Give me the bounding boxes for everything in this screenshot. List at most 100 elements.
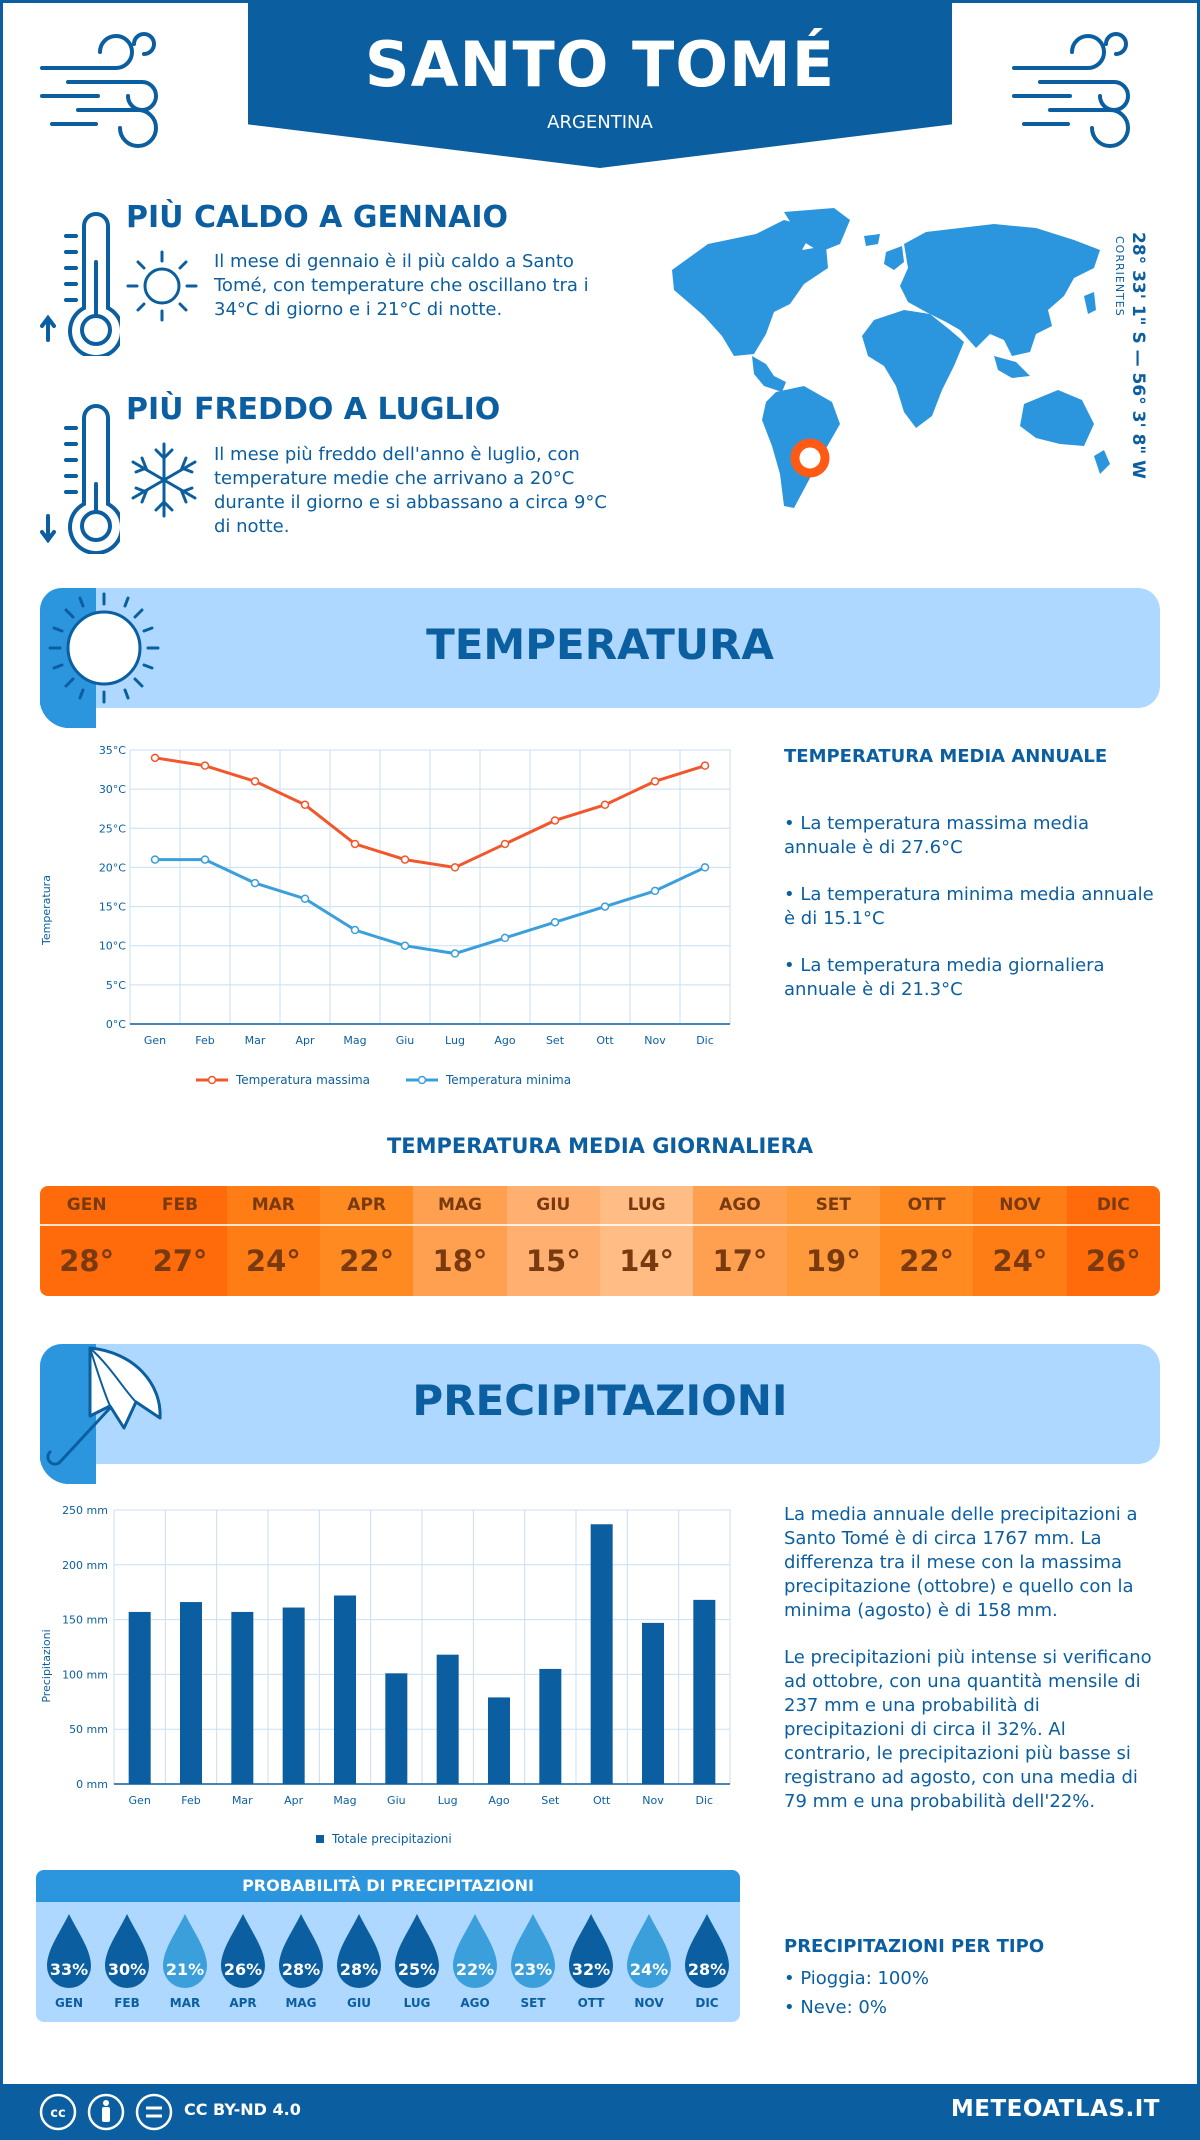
- license-label[interactable]: CC BY-ND 4.0: [184, 2100, 301, 2119]
- daily-temp-value: 27°: [152, 1244, 208, 1278]
- daily-temp-cell: SET 19°: [786, 1186, 880, 1296]
- temperature-annual-title: TEMPERATURA MEDIA ANNUALE: [784, 746, 1108, 767]
- daily-temp-month: APR: [347, 1195, 386, 1215]
- precip-bar: [128, 1611, 151, 1784]
- probability-cell: 21% MAR: [156, 1912, 214, 2018]
- probability-cell: 25% LUG: [388, 1912, 446, 2018]
- daily-temp-cell: APR 22°: [319, 1186, 414, 1296]
- precip-bar: [590, 1524, 613, 1784]
- daily-temp-month: DIC: [1096, 1195, 1130, 1215]
- attribution-icon: [102, 2100, 110, 2122]
- raindrop-icon: [453, 1914, 497, 1988]
- temp-y-tick: 30°C: [99, 783, 126, 796]
- max-temp-point: [650, 777, 660, 786]
- probability-cell: 28% DIC: [678, 1912, 736, 2018]
- probability-month: GIU: [346, 1996, 372, 2010]
- max-temp-point: [400, 855, 410, 864]
- probability-cell: 30% FEB: [98, 1912, 156, 2018]
- precip-x-tick: Mar: [232, 1794, 253, 1807]
- precip-bar: [693, 1599, 716, 1784]
- daily-temp-value: 15°: [525, 1244, 581, 1278]
- max-temp-point: [700, 761, 710, 770]
- precip-type-title: PRECIPITAZIONI PER TIPO: [784, 1936, 1045, 1957]
- daily-temp-month: GEN: [66, 1195, 107, 1215]
- max-temp-point: [250, 777, 260, 786]
- cc-icon: cc: [50, 2106, 65, 2121]
- precip-x-tick: Mag: [333, 1794, 356, 1807]
- footer-bar: [0, 2084, 1200, 2140]
- daily-temp-month: NOV: [999, 1195, 1041, 1215]
- min-temp-point: [200, 855, 210, 864]
- probability-value: 21%: [165, 1960, 205, 1979]
- max-temp-point: [450, 863, 460, 872]
- temp-y-tick: 25°C: [99, 822, 126, 835]
- daily-temp-month: FEB: [161, 1195, 199, 1215]
- precip-bar: [642, 1622, 664, 1784]
- temp-x-tick: Apr: [295, 1034, 315, 1047]
- precip-x-tick: Lug: [438, 1794, 458, 1807]
- precip-x-tick: Ago: [488, 1794, 510, 1807]
- probability-value: 30%: [107, 1960, 147, 1979]
- raindrop-icon: [395, 1914, 439, 1988]
- probability-cell: 24% NOV: [620, 1912, 678, 2018]
- temperature-bullet-2: • La temperatura minima media annuale è …: [784, 884, 1154, 929]
- precip-bar: [539, 1668, 562, 1784]
- temp-x-tick: Mar: [245, 1034, 266, 1047]
- daily-temp-value: 19°: [805, 1244, 861, 1278]
- daily-temp-cell: NOV 24°: [973, 1186, 1067, 1296]
- max-temp-point: [600, 800, 610, 810]
- max-temp-point: [550, 816, 560, 825]
- temperature-chart: Gen Feb Mar Apr Mag Giu Lug Ago Set Ott Nov Dic 0°C…: [40, 744, 731, 1087]
- raindrop-icon: [47, 1914, 91, 1988]
- daily-temp-cell: MAG 18°: [413, 1186, 507, 1296]
- probability-value: 28%: [687, 1960, 727, 1979]
- temp-x-tick: Feb: [195, 1034, 214, 1047]
- min-temp-line: [155, 858, 706, 956]
- max-temp-point: [150, 753, 160, 763]
- probability-cell: 23% SET: [504, 1912, 562, 2018]
- site-link[interactable]: METEOATLAS.IT: [950, 2096, 1160, 2122]
- precip-x-tick: Nov: [642, 1794, 664, 1807]
- min-temp-point: [350, 925, 360, 935]
- daily-temp-cell: AGO 17°: [693, 1186, 787, 1296]
- raindrop-icon: [279, 1914, 323, 1988]
- temperature-bullet-3: • La temperatura media giornaliera annua…: [784, 955, 1105, 1000]
- license-icons[interactable]: cc: [38, 2092, 178, 2132]
- daily-temp-month: LUG: [627, 1195, 666, 1215]
- world-map: [672, 208, 1110, 508]
- precip-bar: [180, 1602, 202, 1784]
- temperature-legend: Temperatura massima Temperatura minima: [196, 1073, 571, 1087]
- min-temp-point: [300, 894, 310, 903]
- probability-month: LUG: [403, 1996, 431, 2010]
- min-temp-point: [700, 863, 710, 872]
- precip-y-tick: 150 mm: [62, 1614, 108, 1627]
- precip-y-tick: 50 mm: [69, 1723, 108, 1736]
- min-temp-point: [250, 878, 260, 888]
- probability-value: 24%: [629, 1960, 669, 1979]
- max-temp-line: [154, 756, 706, 869]
- thermometer-hot-icon: [40, 212, 120, 356]
- precip-bar: [488, 1697, 510, 1784]
- temp-x-tick: Ago: [494, 1034, 516, 1047]
- min-temp-point: [550, 917, 560, 927]
- precip-type-snow: • Neve: 0%: [784, 1997, 887, 2018]
- raindrop-icon: [511, 1914, 555, 1988]
- temp-x-tick: Dic: [696, 1034, 714, 1047]
- raindrop-icon: [163, 1914, 207, 1988]
- temp-y-tick: 10°C: [99, 940, 126, 953]
- probability-value: 26%: [223, 1960, 263, 1979]
- max-temp-point: [500, 839, 510, 849]
- daily-temp-cell: FEB 27°: [133, 1186, 227, 1296]
- precip-bar: [334, 1595, 356, 1784]
- raindrop-icon: [337, 1914, 381, 1988]
- precip-type-rain: • Pioggia: 100%: [784, 1968, 929, 1989]
- temperature-band: [40, 588, 1160, 708]
- probability-cell: 32% OTT: [562, 1912, 620, 2018]
- probability-cell: 33% GEN: [40, 1912, 98, 2018]
- precip-x-tick: Dic: [696, 1794, 714, 1807]
- daily-temp-value: 18°: [432, 1244, 488, 1278]
- probability-month: MAR: [169, 1996, 201, 2010]
- daily-temp-value: 22°: [339, 1244, 395, 1278]
- daily-temp-value: 17°: [712, 1244, 768, 1278]
- precipitation-section-title: PRECIPITAZIONI: [412, 1376, 788, 1425]
